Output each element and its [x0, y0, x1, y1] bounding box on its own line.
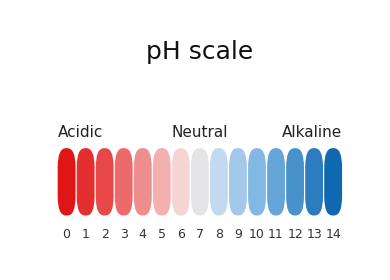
Text: Alkaline: Alkaline [282, 125, 342, 140]
Text: 0: 0 [63, 228, 71, 241]
FancyBboxPatch shape [248, 148, 266, 216]
FancyBboxPatch shape [229, 148, 247, 216]
FancyBboxPatch shape [153, 148, 171, 216]
FancyBboxPatch shape [96, 148, 113, 216]
Text: 6: 6 [177, 228, 185, 241]
Text: pH scale: pH scale [146, 40, 254, 64]
Text: 3: 3 [120, 228, 128, 241]
FancyBboxPatch shape [172, 148, 190, 216]
Text: 1: 1 [82, 228, 90, 241]
Text: 2: 2 [101, 228, 109, 241]
FancyBboxPatch shape [324, 148, 342, 216]
Text: 9: 9 [234, 228, 242, 241]
Text: 10: 10 [249, 228, 265, 241]
Text: 8: 8 [215, 228, 223, 241]
Text: Neutral: Neutral [172, 125, 228, 140]
Text: 14: 14 [325, 228, 341, 241]
Text: 5: 5 [158, 228, 166, 241]
FancyBboxPatch shape [305, 148, 323, 216]
Text: 11: 11 [268, 228, 284, 241]
FancyBboxPatch shape [210, 148, 228, 216]
FancyBboxPatch shape [267, 148, 285, 216]
Text: Acidic: Acidic [58, 125, 103, 140]
FancyBboxPatch shape [286, 148, 304, 216]
Text: 7: 7 [196, 228, 204, 241]
FancyBboxPatch shape [77, 148, 94, 216]
FancyBboxPatch shape [134, 148, 152, 216]
FancyBboxPatch shape [191, 148, 209, 216]
FancyBboxPatch shape [58, 148, 76, 216]
Text: 4: 4 [139, 228, 147, 241]
FancyBboxPatch shape [115, 148, 133, 216]
Text: 13: 13 [306, 228, 322, 241]
Text: 12: 12 [287, 228, 303, 241]
